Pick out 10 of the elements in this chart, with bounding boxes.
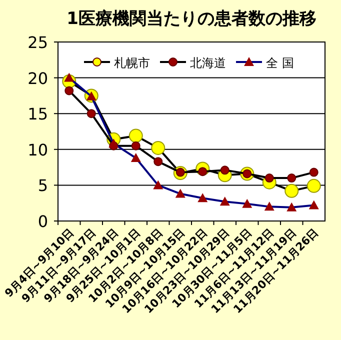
y-tick-label: 20 [28, 68, 48, 88]
y-tick-label: 10 [28, 140, 48, 160]
legend-label: 北海道 [190, 56, 226, 70]
legend-label: 全 国 [266, 56, 294, 70]
chart-title: 1医療機関当たりの患者数の推移 [66, 9, 316, 29]
legend-label: 札幌市 [114, 56, 150, 70]
y-tick-label: 25 [28, 33, 48, 52]
y-tick-label: 5 [38, 176, 48, 196]
y-tick-label: 0 [38, 212, 48, 231]
y-tick-label: 15 [28, 104, 48, 124]
